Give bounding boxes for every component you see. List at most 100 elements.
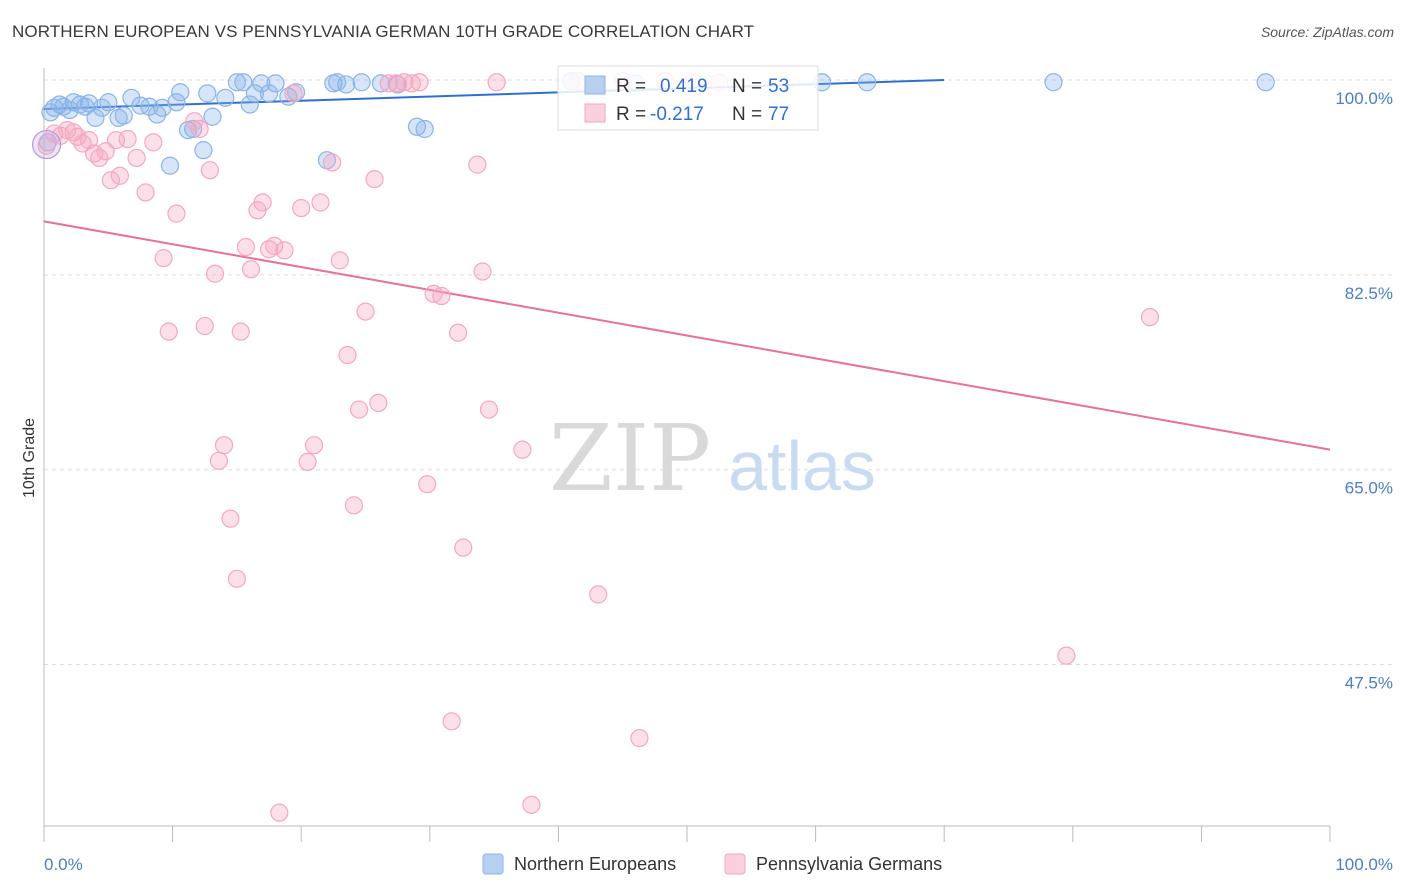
point-pennsylvania-german xyxy=(253,193,272,212)
point-pennsylvania-german xyxy=(221,509,240,528)
point-pennsylvania-german xyxy=(349,400,369,419)
x-tick-label-min: 0.0% xyxy=(44,855,83,874)
stats-n-label-2: N = xyxy=(732,104,762,125)
trend-lines xyxy=(43,79,1331,451)
point-pennsylvania-german xyxy=(37,136,56,155)
y-tick-label: 47.5% xyxy=(1345,674,1393,693)
point-pennsylvania-german xyxy=(298,452,317,472)
point-pennsylvania-german xyxy=(241,260,261,279)
point-northern-european xyxy=(194,141,213,160)
point-northern-european xyxy=(99,93,118,112)
point-pennsylvania-german xyxy=(322,153,342,172)
point-pennsylvania-german xyxy=(118,129,137,149)
y-tick-label: 65.0% xyxy=(1345,479,1393,498)
point-northern-european xyxy=(234,73,253,92)
point-pennsylvania-german xyxy=(402,74,421,93)
point-pennsylvania-german xyxy=(468,155,487,174)
point-pennsylvania-german xyxy=(270,803,289,822)
point-northern-european xyxy=(266,74,285,93)
point-northern-european xyxy=(240,95,259,114)
point-pennsylvania-german xyxy=(338,345,357,365)
stats-r-value-1: 0.419 xyxy=(660,76,708,97)
tick-labels: 100.0% 82.5% 65.0% 47.5% 0.0% 100.0% xyxy=(44,89,1393,874)
y-tick-label: 100.0% xyxy=(1335,89,1393,108)
series-legend: Northern Europeans Pennsylvania Germans xyxy=(482,853,942,875)
point-pennsylvania-german xyxy=(154,249,173,268)
point-pennsylvania-german xyxy=(144,133,163,152)
point-northern-european xyxy=(1256,73,1275,92)
stats-swatch-pink xyxy=(584,103,606,123)
point-pennsylvania-german xyxy=(284,84,303,103)
stats-legend: R = 0.419 N = 53 R = -0.217 N = 77 xyxy=(557,65,819,131)
point-pennsylvania-german xyxy=(394,73,414,92)
point-pennsylvania-german xyxy=(227,569,246,588)
point-pennsylvania-german xyxy=(214,436,234,455)
point-northern-european xyxy=(114,106,133,125)
point-northern-european xyxy=(86,108,105,127)
point-northern-european xyxy=(337,75,356,94)
y-axis-label: 10th Grade xyxy=(21,418,38,498)
point-northern-european xyxy=(216,88,235,107)
trend-line-pennsylvania-germans xyxy=(43,220,1331,451)
gridlines xyxy=(44,79,1393,666)
point-northern-european xyxy=(171,83,190,102)
point-pennsylvania-german xyxy=(265,236,284,256)
point-pennsylvania-german xyxy=(136,183,155,202)
point-northern-european xyxy=(167,93,186,112)
point-pennsylvania-german xyxy=(195,316,214,336)
watermark-atlas: atlas xyxy=(728,427,876,505)
point-pennsylvania-german xyxy=(379,74,398,93)
point-pennsylvania-german xyxy=(292,198,311,218)
point-pennsylvania-german xyxy=(311,193,330,212)
point-northern-european xyxy=(415,119,434,139)
point-pennsylvania-german xyxy=(190,119,209,139)
legend-swatch-northern-europeans xyxy=(482,853,504,875)
point-pennsylvania-german xyxy=(1140,308,1160,327)
point-cluster-overlap xyxy=(31,129,62,160)
point-pennsylvania-german xyxy=(275,241,294,260)
point-pennsylvania-german xyxy=(236,237,256,257)
point-northern-european xyxy=(203,107,222,126)
point-pennsylvania-german xyxy=(101,171,120,190)
point-northern-european xyxy=(259,84,279,103)
point-pennsylvania-german xyxy=(448,323,468,342)
watermark: ZIP atlas xyxy=(549,405,876,512)
stats-r-label-2: R = xyxy=(616,104,646,125)
point-pennsylvania-german xyxy=(369,393,388,412)
point-pennsylvania-german xyxy=(159,322,178,341)
point-pennsylvania-german xyxy=(410,73,429,92)
point-pennsylvania-german xyxy=(418,475,437,494)
point-pennsylvania-german xyxy=(630,728,649,748)
axes xyxy=(43,68,1331,842)
point-pennsylvania-german xyxy=(356,302,375,321)
stats-n-value-2: 77 xyxy=(768,104,789,125)
point-pennsylvania-german xyxy=(200,161,219,180)
point-northern-european xyxy=(245,84,265,103)
point-pennsylvania-german xyxy=(513,440,532,459)
point-pennsylvania-german xyxy=(167,204,186,223)
point-northern-european xyxy=(1044,73,1063,92)
point-pennsylvania-german xyxy=(205,264,225,283)
point-pennsylvania-german xyxy=(522,795,541,814)
point-pennsylvania-german xyxy=(473,262,492,281)
point-pennsylvania-german xyxy=(589,585,608,604)
point-pennsylvania-german xyxy=(442,712,461,731)
point-northern-european xyxy=(198,84,217,103)
point-pennsylvania-german xyxy=(344,496,364,515)
y-tick-label: 82.5% xyxy=(1345,284,1393,303)
stats-swatch-blue xyxy=(584,75,606,95)
legend-label-northern-europeans: Northern Europeans xyxy=(514,854,676,874)
point-pennsylvania-german xyxy=(330,251,349,270)
watermark-zip: ZIP xyxy=(549,405,711,512)
point-northern-european xyxy=(252,74,271,93)
x-tick-label-max: 100.0% xyxy=(1335,855,1393,874)
stats-r-label-1: R = xyxy=(616,76,646,97)
point-pennsylvania-german xyxy=(79,131,99,150)
data-points xyxy=(31,72,1275,822)
point-pennsylvania-german xyxy=(231,322,250,341)
point-pennsylvania-german xyxy=(96,142,115,161)
point-pennsylvania-german xyxy=(259,240,279,259)
point-pennsylvania-german xyxy=(127,148,146,168)
point-pennsylvania-german xyxy=(454,538,473,557)
